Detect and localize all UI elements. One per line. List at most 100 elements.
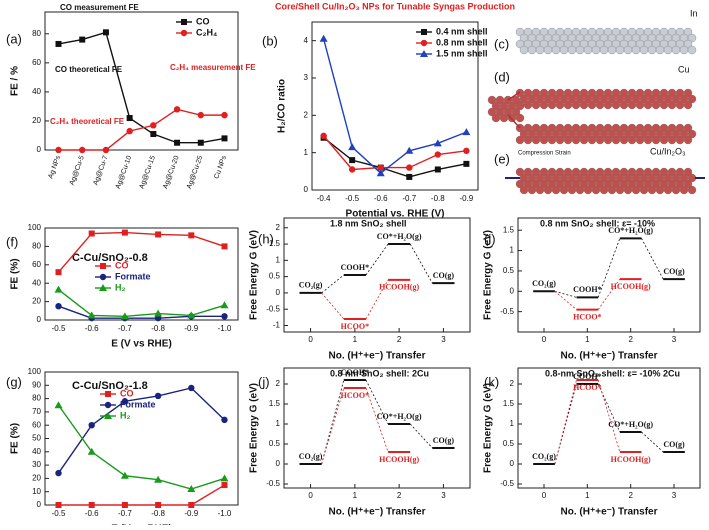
x-tick-label: -0.4	[317, 194, 331, 203]
marker	[221, 243, 228, 250]
connector	[554, 379, 577, 465]
atom	[515, 113, 525, 123]
atom	[567, 45, 577, 55]
atom	[587, 135, 597, 145]
level-label: CO*+H₂O(g)	[377, 232, 422, 241]
marker	[54, 401, 63, 409]
atom	[631, 45, 641, 55]
connector	[597, 238, 621, 298]
connector	[365, 387, 389, 453]
plot-frame	[283, 217, 471, 333]
x-tick-label: -0.9	[459, 194, 473, 203]
atom	[627, 135, 637, 145]
y-tick-label: 20	[32, 116, 41, 125]
x-tick-label: 2	[397, 491, 402, 500]
x-tick-label: 0	[308, 335, 313, 344]
y-tick-label: 40	[32, 87, 41, 96]
marker	[79, 146, 86, 154]
y-tick-label: 40	[32, 447, 41, 456]
diagram-label: Compression Strain	[518, 151, 571, 157]
y-tick-label: 0	[276, 459, 281, 468]
y-tick-label: 1.5	[503, 225, 515, 234]
atom	[591, 185, 601, 195]
level-label: CO(g)	[433, 436, 455, 445]
y-tick-label: 2	[510, 379, 515, 388]
x-axis-label: Potential vs. RHE (V)	[346, 209, 445, 220]
x-tick-label: -0.8	[151, 509, 165, 518]
marker	[150, 122, 157, 129]
atom	[639, 45, 649, 55]
y-tick-label: 80	[32, 29, 41, 38]
x-axis-label: No. (H⁺+e⁻) Transfer	[329, 351, 426, 362]
atom	[623, 45, 633, 55]
marker	[463, 160, 470, 167]
y-tick-label: 0	[510, 286, 515, 295]
marker	[55, 502, 62, 508]
atom	[559, 45, 569, 55]
panel-label: (d)	[494, 69, 510, 84]
y-tick-label: -0.5	[500, 307, 514, 316]
x-axis-label: No. (H⁺+e⁻) Transfer	[329, 507, 426, 518]
atom	[635, 135, 645, 145]
level-label: CO₂(g)	[299, 452, 323, 461]
legend-label: Formate	[115, 271, 151, 281]
x-tick-label: 3	[672, 491, 677, 500]
atom	[543, 185, 553, 195]
atom	[571, 135, 581, 145]
atom	[647, 185, 657, 195]
y-tick-label: 0.5	[503, 266, 515, 275]
y-axis-label: Free Energy G (eV)	[483, 383, 494, 473]
y-tick-label: 80	[32, 242, 41, 251]
x-tick-label: -0.5	[52, 509, 66, 518]
plot-frame	[283, 367, 471, 489]
atom	[611, 135, 621, 145]
panel-label: (i)	[484, 231, 496, 246]
panel-label: (a)	[6, 31, 22, 46]
series-line	[58, 289, 225, 318]
y-tick-label: 2	[304, 110, 309, 119]
chart-title: 0.8 nm SnO₂ shell: 2Cu	[330, 368, 429, 378]
atom	[551, 185, 561, 195]
marker	[126, 115, 133, 122]
atom	[583, 45, 593, 55]
atom	[603, 100, 613, 110]
marker	[197, 139, 204, 146]
marker	[150, 131, 157, 138]
y-tick-label: 80	[32, 394, 41, 403]
marker	[174, 139, 181, 146]
marker	[188, 232, 195, 239]
level-label: CO*+H₂O(g)	[608, 420, 653, 429]
atom	[635, 100, 645, 110]
atom	[687, 33, 697, 43]
marker	[154, 309, 163, 317]
level-label: COOH*	[341, 368, 369, 377]
atom	[631, 185, 641, 195]
y-tick-label: 90	[32, 380, 41, 389]
marker	[55, 469, 62, 477]
y-tick-label: -1	[273, 321, 281, 330]
atom	[539, 100, 549, 110]
y-tick-label: 1	[510, 246, 515, 255]
marker	[87, 311, 96, 319]
marker	[102, 29, 109, 36]
atom	[619, 100, 629, 110]
marker	[188, 502, 195, 508]
chart-title: Core/Shell Cu/In₂O₃ NPs for Tunable Syng…	[275, 1, 515, 11]
atom	[539, 135, 549, 145]
level-label: HCOO*	[573, 383, 601, 392]
marker	[55, 303, 62, 310]
panel-label: (j)	[258, 374, 270, 389]
panel-label: (c)	[494, 36, 509, 51]
marker	[88, 230, 95, 237]
x-tick-label: -1.0	[218, 324, 232, 333]
atom	[519, 45, 529, 55]
atom	[683, 135, 693, 145]
y-tick-label: 60	[32, 420, 41, 429]
panel-label: (e)	[494, 151, 510, 166]
atom	[499, 113, 509, 123]
atom	[551, 45, 561, 55]
y-tick-label: 0	[37, 500, 42, 509]
atom	[511, 95, 521, 105]
legend-label: CO	[115, 260, 129, 270]
annotation: CO theoretical FE	[55, 65, 123, 74]
